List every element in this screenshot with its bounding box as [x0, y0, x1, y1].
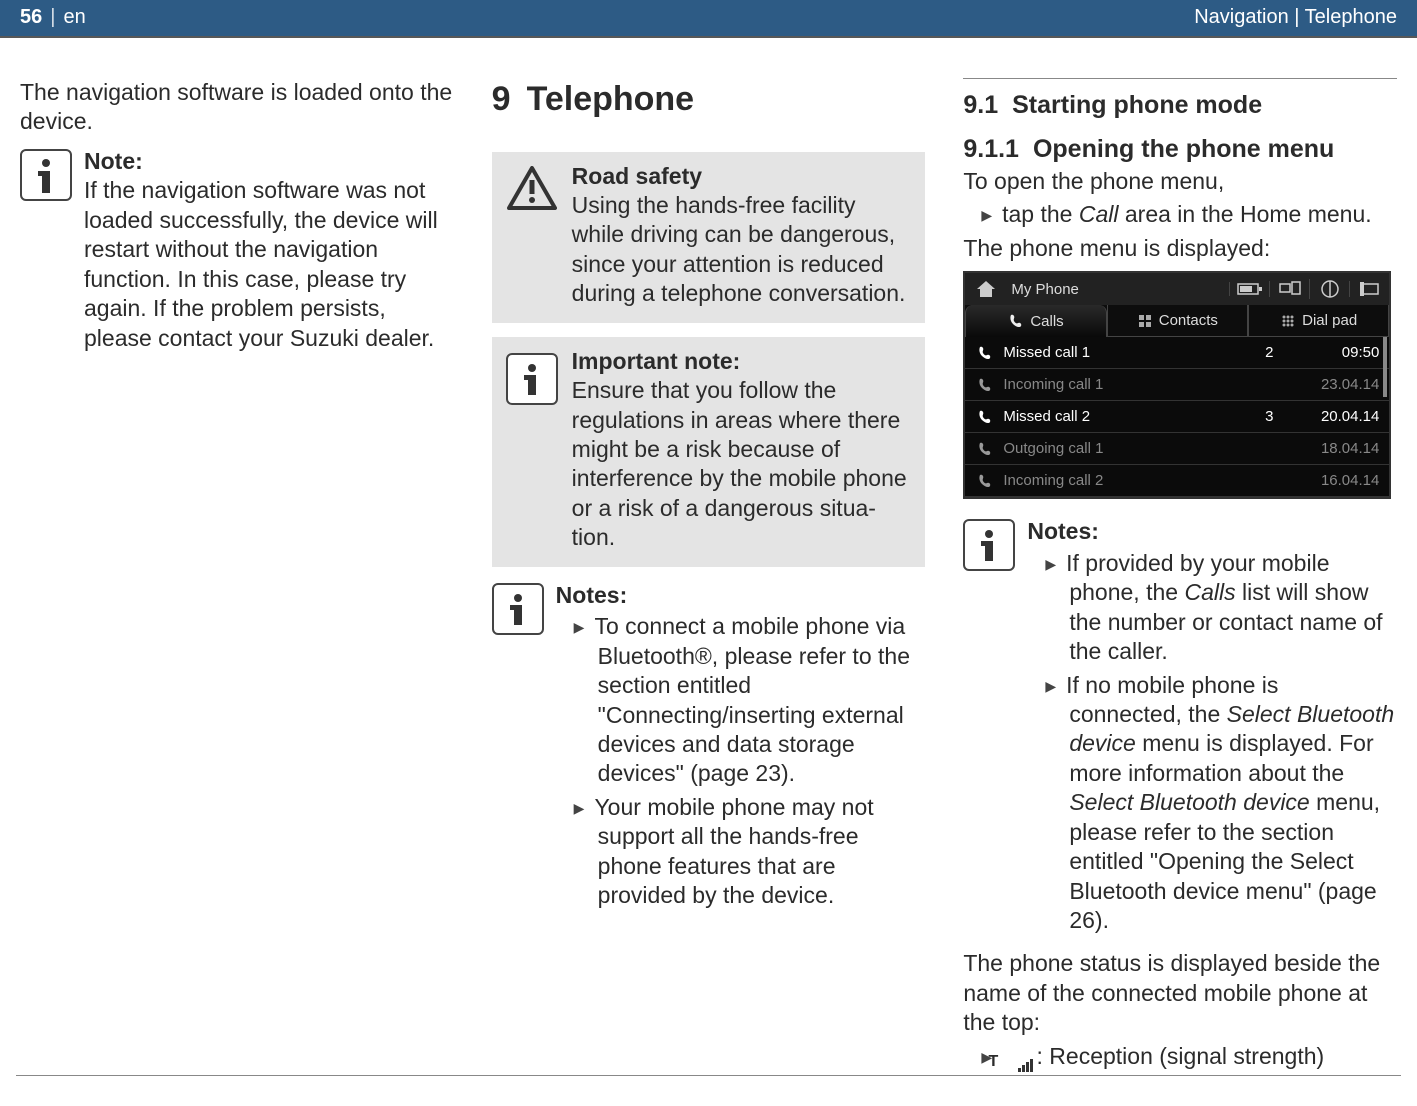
- col3-note-item: If no mobile phone is connected, the Sel…: [1045, 671, 1397, 936]
- call-list-row: Missed call 2320.04.14: [965, 401, 1389, 433]
- tap-call-step: tap the Call area in the Home menu.: [981, 200, 1397, 229]
- call-count: 3: [1239, 407, 1299, 426]
- col2-notes-title: Notes:: [556, 581, 926, 610]
- tab-contacts: Contacts: [1107, 305, 1248, 337]
- call-list-row: Incoming call 1 23.04.14: [965, 369, 1389, 401]
- info-icon: [506, 353, 558, 405]
- section-heading: 9.1 Starting phone mode: [963, 78, 1397, 121]
- warning-icon: [506, 166, 558, 210]
- subsection-num: 9.1.1: [963, 133, 1019, 165]
- page-number: 56: [20, 5, 42, 31]
- call-time: 18.04.14: [1299, 439, 1379, 458]
- important-title: Important note:: [572, 347, 912, 376]
- column-1: The navigation software is loaded onto t…: [20, 78, 454, 1044]
- footer-rule: [16, 1075, 1401, 1076]
- col1-intro: The navigation software is loaded onto t…: [20, 78, 454, 137]
- call-label: Outgoing call 1: [1003, 439, 1239, 458]
- subsection-title: Opening the phone menu: [1033, 133, 1334, 165]
- displayed-line: The phone menu is displayed:: [963, 234, 1397, 263]
- phone-title: My Phone: [1007, 280, 1229, 299]
- call-label: Incoming call 2: [1003, 471, 1239, 490]
- chapter-num: 9: [492, 78, 511, 122]
- tab-calls: Calls: [965, 305, 1106, 337]
- road-title: Road safety: [572, 162, 912, 191]
- section-title: Starting phone mode: [1012, 89, 1262, 121]
- info-icon: [963, 519, 1015, 571]
- call-list-row: Outgoing call 1 18.04.14: [965, 433, 1389, 465]
- phone-menu-screenshot: My Phone Calls: [963, 271, 1391, 499]
- devices-icon: [1269, 281, 1309, 297]
- col1-note-title: Note:: [84, 147, 454, 176]
- col1-note-body: If the navigation software was not loade…: [84, 176, 454, 353]
- page-header: 56 | en Navigation | Telephone: [0, 0, 1417, 38]
- battery-icon: [1229, 282, 1269, 296]
- call-label: Incoming call 1: [1003, 375, 1239, 394]
- col2-notes: Notes: To connect a mobile phone via Blu…: [492, 581, 926, 915]
- important-body: Ensure that you follow the regulations i…: [572, 376, 912, 553]
- antenna-icon: [1309, 279, 1349, 299]
- road-body: Using the hands-free facility while driv…: [572, 191, 912, 309]
- section-num: 9.1: [963, 89, 998, 121]
- call-label: Missed call 1: [1003, 343, 1239, 362]
- col1-note: Note: If the navigation software was not…: [20, 147, 454, 353]
- chapter-title: Telephone: [527, 78, 695, 122]
- col2-notes-item: To connect a mobile phone via Bluetooth®…: [574, 612, 926, 789]
- page-lang: en: [63, 5, 85, 31]
- col3-note-item: If provided by your mobile phone, the Ca…: [1045, 549, 1397, 667]
- info-icon: [20, 149, 72, 201]
- open-line: To open the phone menu,: [963, 167, 1397, 196]
- important-note-callout: Important note: Ensure that you follow t…: [492, 337, 926, 567]
- status-intro: The phone status is displayed beside the…: [963, 949, 1397, 1037]
- call-type-icon: [975, 441, 995, 457]
- page-body: The navigation software is loaded onto t…: [0, 38, 1417, 1054]
- call-time: 23.04.14: [1299, 375, 1379, 394]
- call-time: 09:50: [1299, 343, 1379, 362]
- phone-tabs: Calls Contacts Dial pad: [965, 305, 1389, 337]
- header-section: Navigation | Telephone: [1194, 5, 1397, 31]
- road-safety-callout: Road safety Using the hands-free facilit…: [492, 152, 926, 323]
- call-count: 2: [1239, 343, 1299, 362]
- call-list-row: Incoming call 2 16.04.14: [965, 465, 1389, 497]
- call-list-row: Missed call 1209:50: [965, 337, 1389, 369]
- col2-notes-item: Your mobile phone may not support all th…: [574, 793, 926, 911]
- col3-notes: Notes: If provided by your mobile phone,…: [963, 517, 1397, 939]
- column-3: 9.1 Starting phone mode 9.1.1 Opening th…: [963, 78, 1397, 1044]
- tab-dialpad: Dial pad: [1248, 305, 1389, 337]
- call-type-icon: [975, 409, 995, 425]
- window-icon: [1349, 281, 1389, 297]
- reception-line: T : Reception (signal strength): [981, 1042, 1397, 1072]
- header-sep: |: [50, 5, 55, 31]
- col3-notes-title: Notes:: [1027, 517, 1397, 546]
- home-icon: [965, 279, 1007, 299]
- signal-icon: T: [1013, 1052, 1033, 1072]
- column-2: 9 Telephone Road safety Using the hands-…: [492, 78, 926, 1044]
- call-type-icon: [975, 473, 995, 489]
- call-type-icon: [975, 377, 995, 393]
- call-label: Missed call 2: [1003, 407, 1239, 426]
- phone-statusbar: My Phone: [965, 273, 1389, 305]
- call-time: 16.04.14: [1299, 471, 1379, 490]
- chapter-heading: 9 Telephone: [492, 78, 926, 122]
- subsection-heading: 9.1.1 Opening the phone menu: [963, 133, 1397, 165]
- call-type-icon: [975, 345, 995, 361]
- call-time: 20.04.14: [1299, 407, 1379, 426]
- scrollbar: [1383, 337, 1387, 397]
- info-icon: [492, 583, 544, 635]
- phone-call-list: Missed call 1209:50 Incoming call 1 23.04.…: [965, 337, 1389, 497]
